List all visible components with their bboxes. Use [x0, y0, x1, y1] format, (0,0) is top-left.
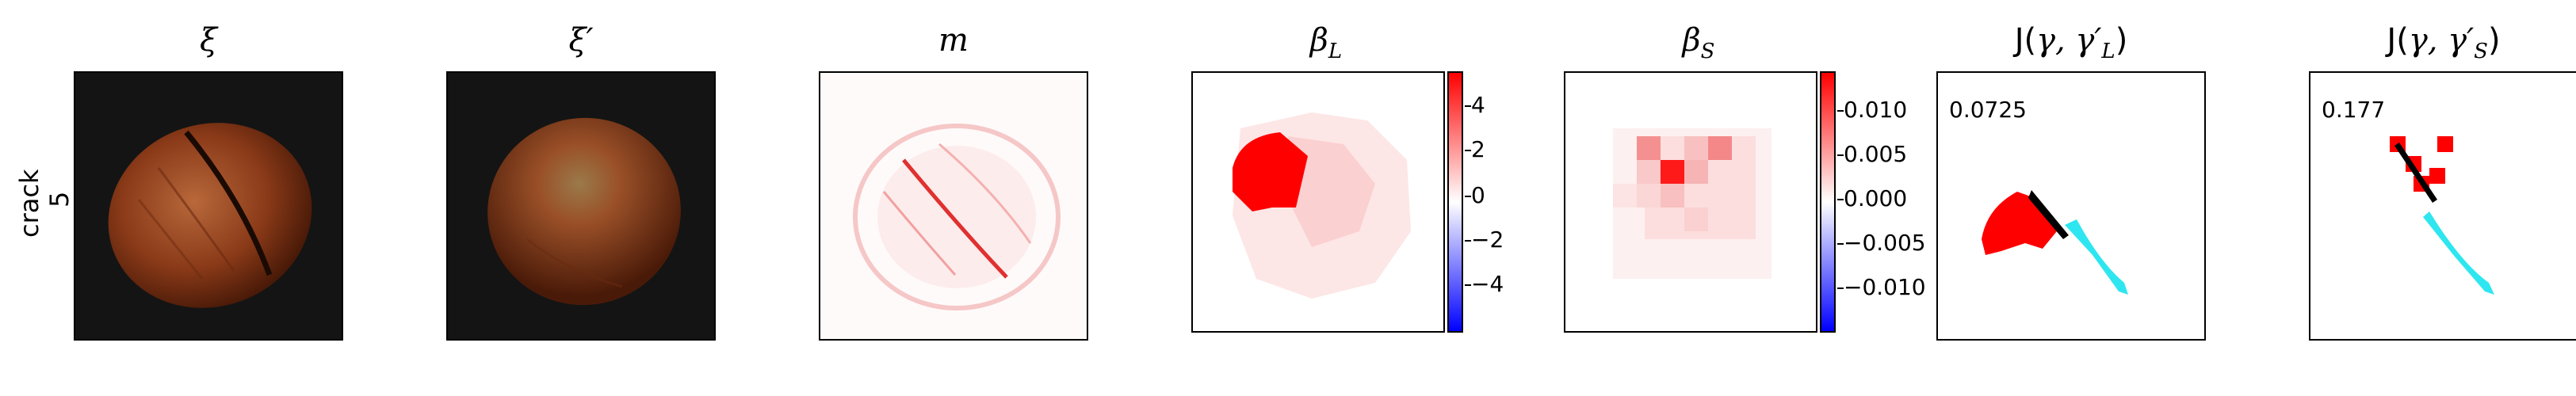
overlay-J-S: 0.177: [2309, 71, 2576, 341]
colorbar-L-tick: −4: [1464, 271, 1504, 297]
colorbar-L: [1447, 71, 1463, 333]
colorbar-S: [1820, 71, 1836, 333]
colorbar-L-tick: 0: [1465, 182, 1485, 208]
row-label-category: crack: [14, 169, 44, 238]
colorbar-S-tick: 0.005: [1836, 141, 1908, 167]
j-value-S: 0.177: [2322, 97, 2386, 123]
colorbar-S-ticks: 0.010 0.005 0.000 −0.005 −0.010: [1836, 71, 1963, 333]
map-beta-L: [1191, 71, 1445, 333]
colorbar-S-tick: 0.010: [1836, 97, 1908, 123]
overlay-S-plot: [2390, 136, 2494, 295]
title-beta-L: βL: [1309, 22, 1343, 63]
j-value-L: 0.0725: [1949, 97, 2027, 123]
colorbar-S-tick: −0.005: [1837, 230, 1926, 256]
map-m: [819, 71, 1088, 341]
colorbar-L-tick: 2: [1465, 136, 1485, 162]
colorbar-L-tick: −2: [1464, 227, 1504, 253]
beta-S-heatmap: [1565, 73, 1816, 331]
title-beta-S: βS: [1682, 22, 1715, 63]
image-xi-prime: [446, 71, 716, 341]
map-beta-S: [1564, 71, 1817, 333]
beta-L-hot-region: [1233, 132, 1308, 211]
colorbar-S-tick: 0.000: [1836, 185, 1908, 211]
row-label-index: 5: [44, 191, 75, 208]
title-J-L: J(γ, γ′L): [2014, 22, 2128, 63]
overlay-J-L: 0.0725: [1936, 71, 2206, 341]
colorbar-L-tick: 4: [1465, 92, 1485, 118]
image-xi: [74, 71, 343, 341]
title-J-S: J(γ, γ′S): [2387, 22, 2501, 63]
difference-map: [820, 73, 1087, 339]
row-label: crack 5: [8, 135, 75, 293]
hazelnut-reference-image: [487, 117, 681, 306]
overlay-L-plot: [1982, 190, 2128, 295]
title-xi: ξ: [199, 22, 218, 59]
beta-L-heatmap: [1193, 73, 1443, 331]
hazelnut-cracked-image: [108, 123, 312, 308]
title-xi-prime: ξ′: [568, 22, 594, 59]
colorbar-L-ticks: 4 2 0 −2 −4: [1464, 71, 1590, 333]
colorbar-S-tick: −0.010: [1837, 274, 1926, 300]
title-m: m: [938, 22, 969, 59]
